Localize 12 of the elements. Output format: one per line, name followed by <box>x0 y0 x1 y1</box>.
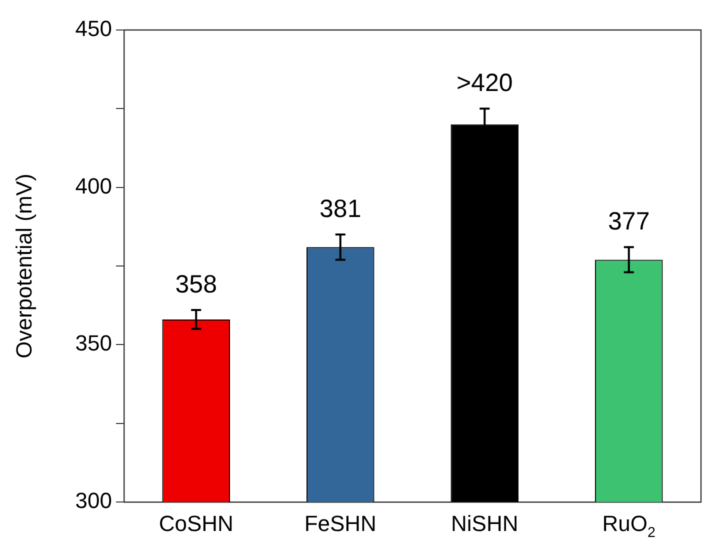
data-label: 358 <box>175 270 217 298</box>
data-label: >420 <box>456 69 513 98</box>
y-tick-label: 450 <box>75 16 112 42</box>
x-tick-label: CoSHN <box>158 511 234 536</box>
y-tick-label: 400 <box>75 173 112 198</box>
y-axis-title: Overpotential (mV) <box>11 174 36 358</box>
data-label: 381 <box>320 194 362 223</box>
y-tick-label: 300 <box>75 488 112 514</box>
x-tick-label: NiSHN <box>451 511 518 536</box>
x-tick-label: FeSHN <box>304 511 376 536</box>
data-label: 377 <box>608 208 650 236</box>
y-tick-label: 350 <box>75 330 112 356</box>
